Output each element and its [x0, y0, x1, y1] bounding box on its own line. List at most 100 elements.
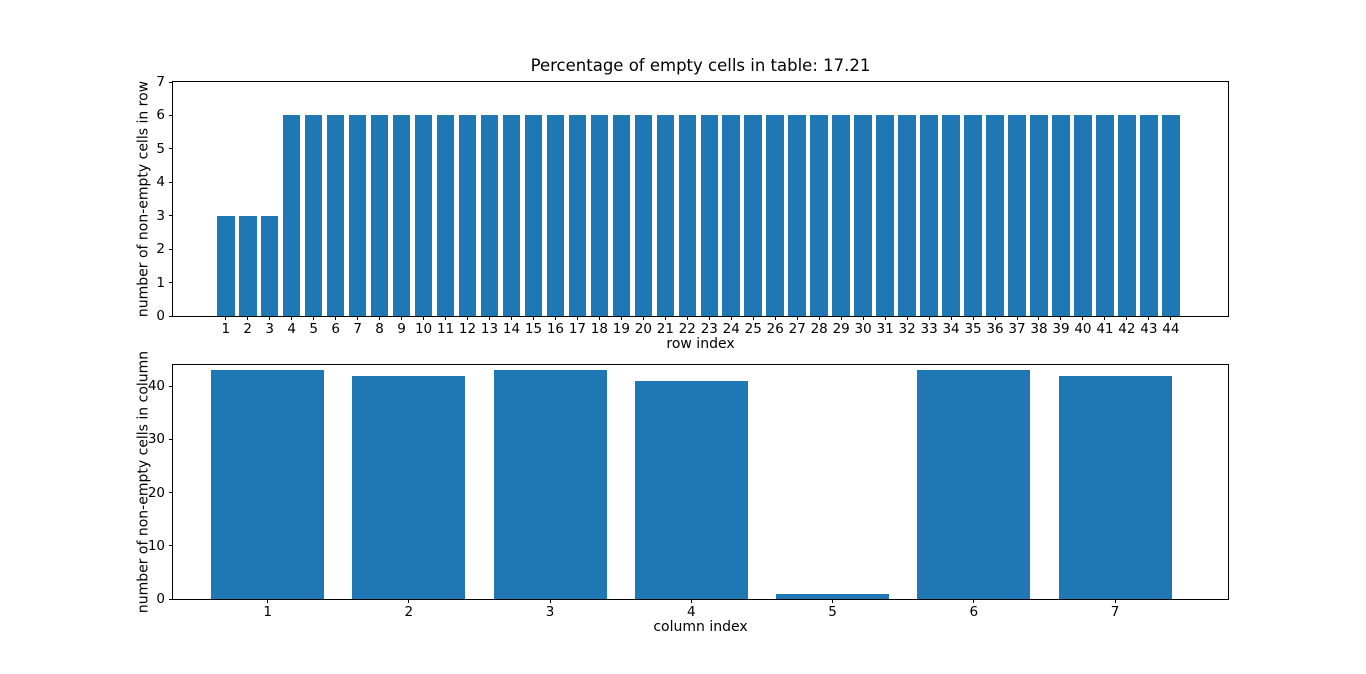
- bar-9: [392, 115, 411, 316]
- columns-x-axis-label: column index: [653, 619, 748, 635]
- bar-34: [942, 115, 960, 316]
- rows-x-axis-label: row index: [666, 336, 735, 352]
- x-tick-label: 35: [964, 321, 982, 337]
- x-tick-label: 26: [766, 321, 784, 337]
- x-tick-mark: [950, 316, 952, 320]
- x-tick-mark: [467, 316, 469, 320]
- x-tick-mark: [379, 316, 381, 320]
- x-tick-label: 32: [898, 321, 916, 337]
- bar-8: [370, 115, 389, 316]
- bar-44: [1162, 115, 1180, 316]
- y-tick-label: 6: [156, 107, 165, 124]
- x-tick-mark: [686, 316, 688, 320]
- y-tick-label: 4: [156, 174, 165, 191]
- x-tick-label: 24: [722, 321, 740, 337]
- x-tick-label: 13: [480, 321, 499, 337]
- x-tick-label: 44: [1162, 321, 1180, 337]
- bar-15: [524, 115, 543, 316]
- y-tick-label: 10: [147, 537, 165, 554]
- x-tick-label: 7: [1110, 604, 1120, 620]
- x-tick-label: 3: [265, 321, 274, 337]
- x-tick-label: 15: [524, 321, 543, 337]
- bar-3: [493, 370, 607, 599]
- x-tick-mark: [576, 316, 578, 320]
- bar-32: [898, 115, 916, 316]
- bar-25: [744, 115, 763, 316]
- x-tick-mark: [862, 316, 864, 320]
- x-tick-mark: [642, 316, 644, 320]
- x-tick-mark: [549, 599, 551, 603]
- bar-5: [776, 593, 890, 599]
- x-tick-label: 40: [1074, 321, 1092, 337]
- y-tick-mark: [169, 81, 173, 83]
- bar-29: [832, 115, 850, 316]
- y-tick-label: 3: [156, 207, 165, 224]
- bar-39: [1052, 115, 1070, 316]
- x-tick-label: 1: [263, 604, 272, 620]
- x-tick-label: 16: [546, 321, 565, 337]
- x-tick-mark: [664, 316, 666, 320]
- bar-42: [1118, 115, 1136, 316]
- x-tick-label: 25: [744, 321, 762, 337]
- bar-13: [480, 115, 499, 316]
- y-tick-mark: [169, 385, 173, 387]
- bar-31: [876, 115, 894, 316]
- bar-41: [1096, 115, 1114, 316]
- bar-35: [964, 115, 982, 316]
- bar-38: [1030, 115, 1048, 316]
- bar-6: [326, 115, 345, 316]
- y-tick-mark: [169, 282, 173, 284]
- y-tick-label: 20: [147, 484, 165, 501]
- y-tick-mark: [169, 148, 173, 150]
- x-tick-mark: [1148, 316, 1150, 320]
- y-tick-label: 1: [156, 274, 165, 291]
- x-tick-label: 17: [568, 321, 586, 337]
- x-tick-label: 36: [986, 321, 1004, 337]
- bar-10: [414, 115, 433, 316]
- x-tick-label: 8: [375, 321, 384, 337]
- x-tick-mark: [1082, 316, 1084, 320]
- x-tick-label: 27: [788, 321, 806, 337]
- x-tick-mark: [690, 599, 692, 603]
- x-tick-mark: [225, 316, 227, 320]
- bar-2: [352, 375, 466, 599]
- x-tick-label: 2: [243, 321, 253, 337]
- x-tick-mark: [1126, 316, 1128, 320]
- columns-plot-area: 1 2 3 4 5 6 7 0 10 20 30 40: [148, 364, 1229, 619]
- x-tick-mark: [247, 316, 249, 320]
- x-tick-label: 14: [502, 321, 521, 337]
- x-tick-mark: [994, 316, 996, 320]
- y-tick-mark: [169, 492, 173, 494]
- bar-36: [986, 115, 1004, 316]
- bar-11: [436, 115, 455, 316]
- bar-12: [458, 115, 477, 316]
- x-tick-label: 39: [1052, 321, 1070, 337]
- x-tick-mark: [313, 316, 315, 320]
- x-tick-label: 33: [920, 321, 938, 337]
- x-tick-label: 31: [876, 321, 894, 337]
- bar-18: [590, 115, 609, 316]
- bar-21: [656, 115, 675, 316]
- x-tick-label: 5: [309, 321, 318, 337]
- y-tick-mark: [169, 248, 173, 250]
- bar-24: [722, 115, 741, 316]
- x-tick-mark: [554, 316, 556, 320]
- x-tick-mark: [1104, 316, 1106, 320]
- x-tick-mark: [774, 316, 776, 320]
- bar-4: [282, 115, 301, 316]
- x-tick-mark: [730, 316, 732, 320]
- x-tick-label: 41: [1096, 321, 1114, 337]
- rows-y-axis-label: number of non-empty cells in row: [135, 80, 152, 318]
- x-tick-label: 10: [414, 321, 433, 337]
- bar-20: [634, 115, 653, 316]
- x-tick-mark: [335, 316, 337, 320]
- x-tick-label: 22: [678, 321, 696, 337]
- y-tick-label: 5: [156, 140, 165, 157]
- x-tick-mark: [445, 316, 447, 320]
- bar-27: [788, 115, 806, 316]
- x-tick-label: 12: [458, 321, 477, 337]
- x-tick-mark: [291, 316, 293, 320]
- x-tick-label: 29: [832, 321, 850, 337]
- rows-plot-area: 1 2 3 4 5 6 7 8 9 10 11 12 13 14 15 16 17 18 19 20 21 22 23 24 2…: [156, 75, 1229, 336]
- x-tick-label: 11: [436, 321, 455, 337]
